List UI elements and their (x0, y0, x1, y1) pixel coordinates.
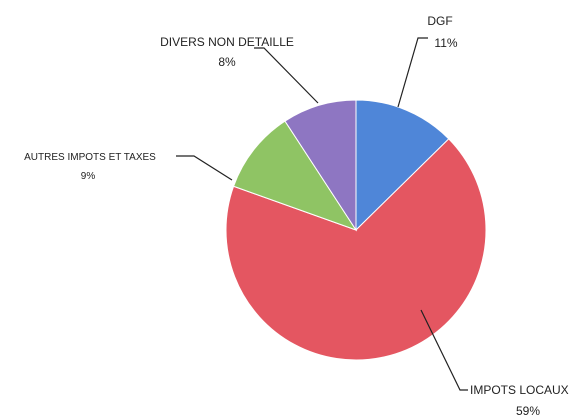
leader-line-autres-impots (176, 155, 233, 181)
leader-line-divers (254, 47, 319, 104)
label-autres-impots-name: AUTRES IMPOTS ET TAXES (24, 152, 156, 163)
leader-line-impots-locaux (420, 309, 468, 391)
label-dgf-value: 11% (434, 36, 457, 50)
label-impots-locaux-name: IMPOTS LOCAUX (470, 383, 569, 397)
label-autres-impots-value: 9% (81, 171, 96, 182)
pie-slice-divers-non-detaille (284, 99, 357, 232)
pie-slice-dgf (355, 99, 450, 232)
label-dgf-name: DGF (427, 14, 452, 28)
label-divers-value: 8% (218, 55, 236, 69)
pie-slice-autres-impots-et-taxes (232, 120, 358, 231)
leader-line-dgf (397, 37, 428, 108)
pie-slice-impots-locaux (225, 138, 487, 361)
labels-group: DGF 11% IMPOTS LOCAUX 59% AUTRES IMPOTS … (24, 14, 569, 418)
label-divers-name: DIVERS NON DETAILLE (160, 35, 294, 49)
label-impots-locaux-value: 59% (516, 404, 540, 418)
slices-group (225, 99, 487, 361)
leader-lines-group (176, 37, 468, 391)
